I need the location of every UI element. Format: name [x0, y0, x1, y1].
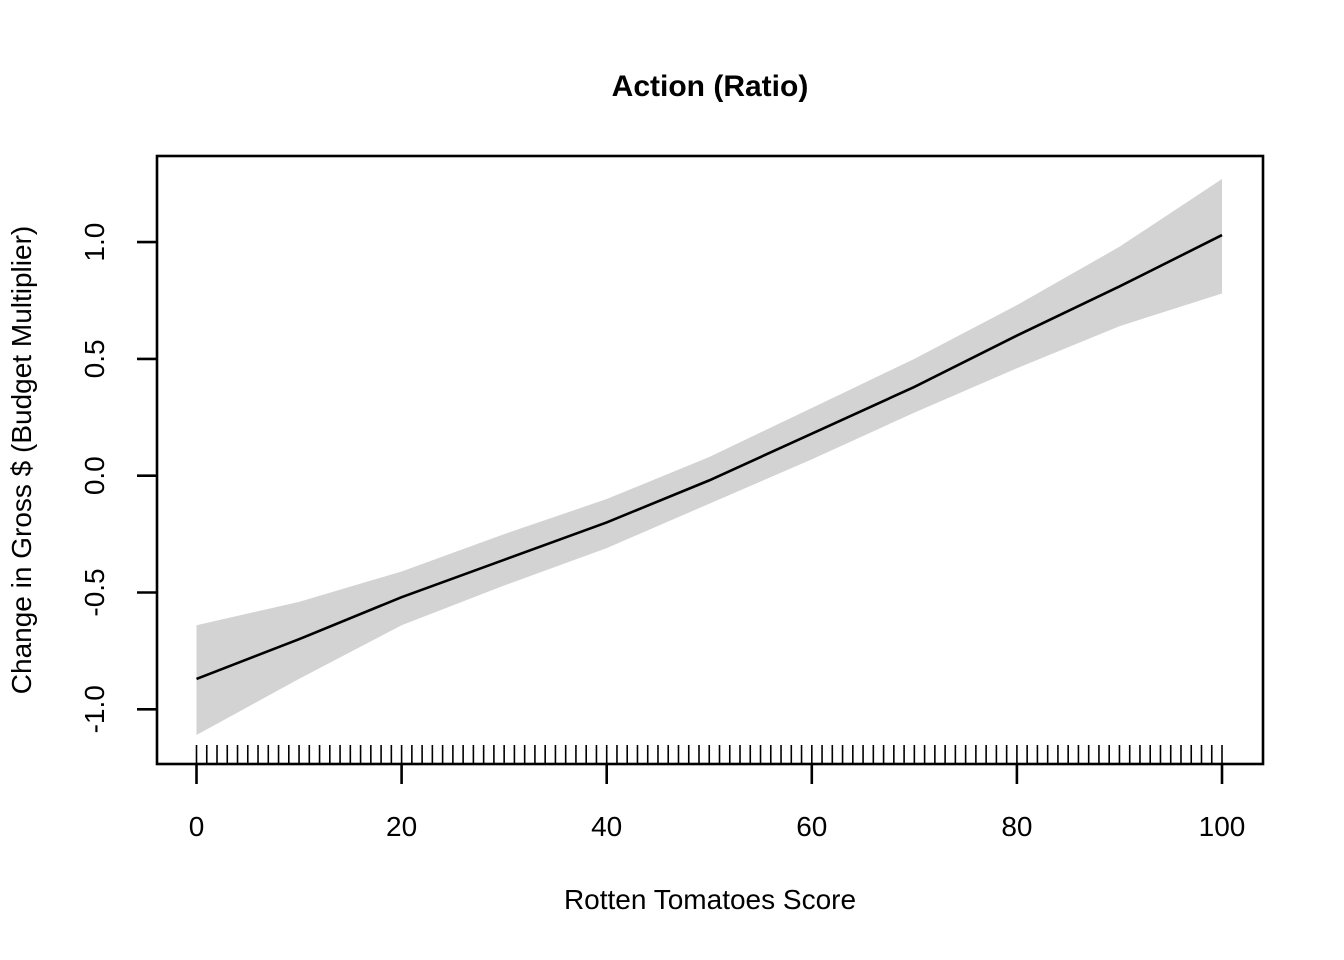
x-tick-label: 80 — [1001, 811, 1032, 842]
y-axis-title: Change in Gross $ (Budget Multiplier) — [6, 226, 37, 694]
y-tick-label: 0.5 — [79, 339, 110, 378]
rug-layer — [195, 745, 1223, 763]
x-axis-ticks: 0 20 40 60 80 100 — [189, 764, 1246, 842]
x-tick-label: 100 — [1199, 811, 1246, 842]
x-tick-label: 20 — [386, 811, 417, 842]
chart-title: Action (Ratio) — [612, 70, 809, 103]
y-tick-label: -0.5 — [79, 568, 110, 616]
y-tick-label: -1.0 — [79, 685, 110, 733]
y-axis-ticks: -1.0 -0.5 0.0 0.5 1.0 — [79, 223, 157, 733]
fit-line — [196, 233, 1223, 681]
x-axis-title: Rotten Tomatoes Score — [564, 884, 856, 915]
confidence-band-layer — [196, 179, 1222, 735]
y-tick-label: 1.0 — [79, 223, 110, 262]
x-tick-label: 40 — [591, 811, 622, 842]
y-tick-label: 0.0 — [79, 456, 110, 495]
plot-frame-layer — [155, 154, 1265, 766]
fit-line-layer — [196, 233, 1223, 681]
plot-box — [155, 154, 1265, 766]
confidence-band — [196, 179, 1222, 735]
x-tick-label: 0 — [189, 811, 205, 842]
x-tick-label: 60 — [796, 811, 827, 842]
